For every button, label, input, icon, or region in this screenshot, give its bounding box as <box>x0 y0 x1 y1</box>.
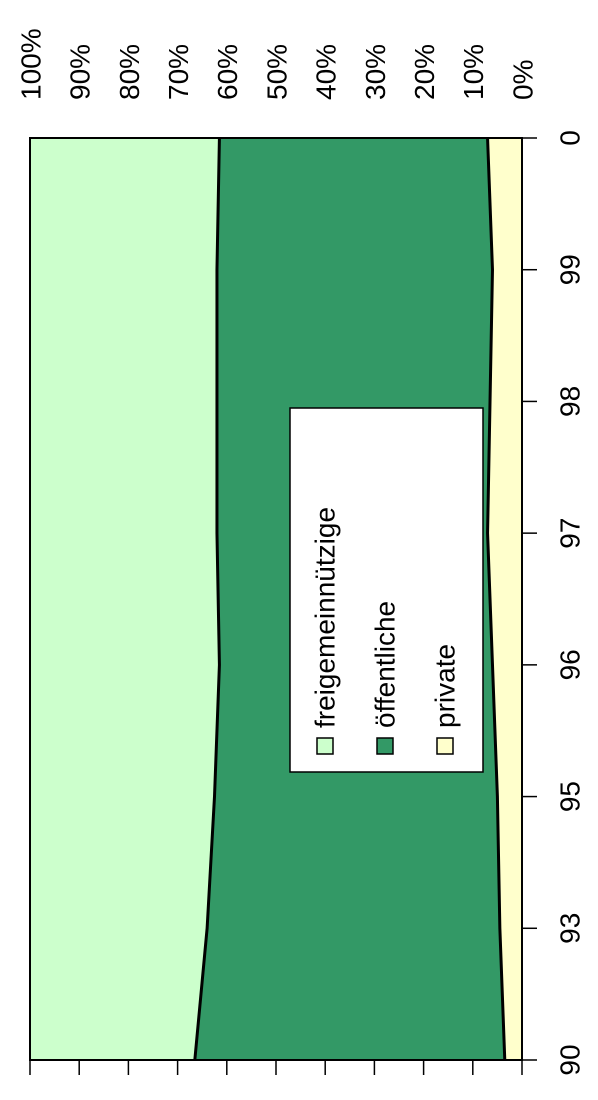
x-tick-label: 98 <box>554 386 585 417</box>
area <box>487 138 522 1060</box>
x-tick-label: 99 <box>554 254 585 285</box>
legend-label: private <box>429 644 460 728</box>
x-tick-label: 96 <box>554 649 585 680</box>
y-tick-label: 100% <box>15 28 46 100</box>
legend-swatch <box>376 737 394 755</box>
y-tick-label: 50% <box>261 44 292 100</box>
x-tick-label: 97 <box>554 518 585 549</box>
x-tick-label: 90 <box>554 1044 585 1075</box>
y-tick-label: 30% <box>360 44 391 100</box>
legend-label: öffentliche <box>369 601 400 728</box>
boundary-line <box>193 137 221 1061</box>
y-tick-label: 60% <box>212 44 243 100</box>
x-tick-label: 0 <box>554 130 585 146</box>
legend-box <box>289 407 484 773</box>
legend-swatch <box>316 737 334 755</box>
area <box>30 138 220 1060</box>
y-tick-label: 20% <box>409 44 440 100</box>
legend-swatch <box>436 737 454 755</box>
y-tick-label: 80% <box>114 44 145 100</box>
y-tick-label: 40% <box>311 44 342 100</box>
x-tick-label: 95 <box>554 781 585 812</box>
boundary-line <box>486 137 507 1061</box>
legend-label: freigemeinnützige <box>309 507 340 728</box>
y-tick-label: 10% <box>458 44 489 100</box>
y-tick-label: 70% <box>163 44 194 100</box>
x-tick-label: 93 <box>554 913 585 944</box>
y-tick-label: 90% <box>65 44 96 100</box>
y-tick-label: 0% <box>507 60 538 100</box>
